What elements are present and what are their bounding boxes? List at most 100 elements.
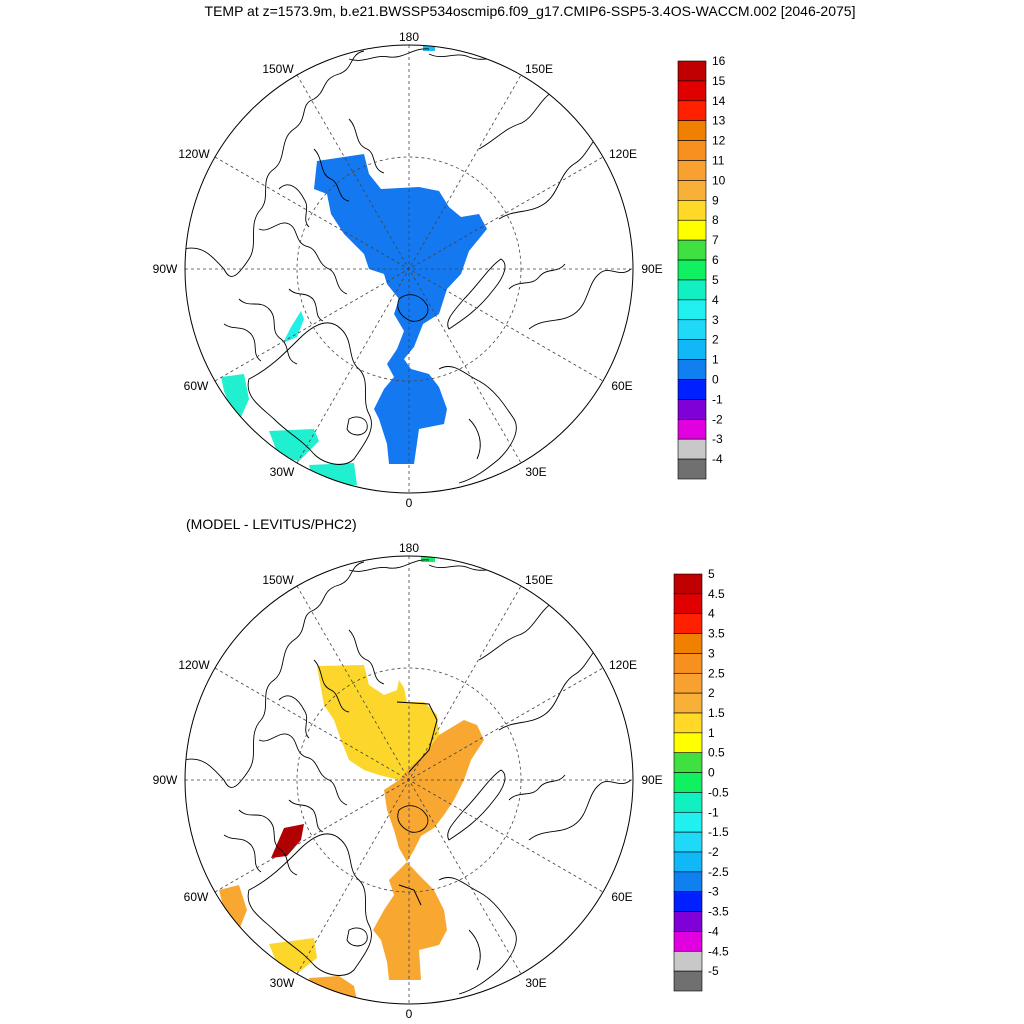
colorbar-swatch <box>677 379 707 400</box>
colorbar-swatch <box>677 458 707 480</box>
colorbar-swatch <box>677 200 707 221</box>
colorbar-level-label: 15 <box>712 74 726 88</box>
lon-label: 0 <box>406 1007 413 1021</box>
colorbar-bottom: 5 4.5 4 3.5 3 2.5 2 1.5 1 0.5 0 -0.5 -1 -1.5 -2 -2.5 -3 -… <box>673 567 729 992</box>
figure-title: TEMP at z=1573.9m, b.e21.BWSSP534oscmip6… <box>205 3 856 19</box>
colorbar-level-label: -0.5 <box>708 785 729 799</box>
colorbar-swatch <box>673 633 703 654</box>
colorbar-swatch <box>677 219 707 241</box>
colorbar-level-label: -1.5 <box>708 825 729 839</box>
lon-label: 60E <box>611 379 632 393</box>
colorbar-level-label: 3 <box>712 313 719 327</box>
colorbar-level-label: 12 <box>712 134 726 148</box>
region-baffin-bay <box>283 311 304 343</box>
colorbar-swatch <box>673 811 703 833</box>
colorbar-level-label: -5 <box>708 964 719 978</box>
colorbar-swatch <box>673 792 703 813</box>
colorbar-swatch <box>677 259 707 281</box>
colorbar-level-label: 1 <box>712 353 719 367</box>
colorbar-level-label: 4 <box>708 607 715 621</box>
colorbar-swatch <box>677 140 707 161</box>
lon-label: 120E <box>609 147 637 161</box>
lon-label: 150E <box>525 62 553 76</box>
region-baffin-bay <box>271 824 304 858</box>
colorbar-level-label: -1 <box>712 392 723 406</box>
lon-label: 120W <box>178 147 210 161</box>
colorbar-swatch <box>677 418 707 440</box>
colorbar-swatch <box>673 712 703 734</box>
map-top: 180 150E 120E 90E 60E 30E 0 30W 60W 90W … <box>153 30 663 510</box>
colorbar-level-label: -3.5 <box>708 905 729 919</box>
lon-label: 90E <box>641 262 662 276</box>
colorbar-swatch <box>677 160 707 181</box>
lon-label: 90W <box>153 262 178 276</box>
region-labrador-sea <box>221 374 249 417</box>
lon-label: 30W <box>270 976 295 990</box>
lon-label: 60W <box>184 379 209 393</box>
colorbar-level-label: -2 <box>712 412 723 426</box>
colorbar-swatch <box>673 672 703 694</box>
colorbar-swatch <box>677 339 707 360</box>
colorbar-level-label: -4.5 <box>708 944 729 958</box>
colorbar-level-label: 16 <box>712 54 726 68</box>
colorbar-swatch <box>673 772 703 793</box>
colorbar-swatch <box>677 399 707 420</box>
lon-label: 90W <box>153 773 178 787</box>
colorbar-level-label: 3.5 <box>708 627 725 641</box>
colorbar-swatch <box>677 438 707 460</box>
colorbar-level-label: 2 <box>712 333 719 347</box>
map-bottom: 180 150E 120E 90E 60E 30E 0 30W 60W 90W … <box>153 541 663 1021</box>
lon-label: 120E <box>609 658 637 672</box>
colorbar-level-label: -1 <box>708 805 719 819</box>
lon-label: 150E <box>525 573 553 587</box>
colorbar-swatch <box>677 319 707 340</box>
colorbar-level-label: 1 <box>708 726 715 740</box>
colorbar-level-label: 0 <box>708 766 715 780</box>
lon-label: 60W <box>184 890 209 904</box>
colorbar-level-label: -4 <box>708 924 719 938</box>
lon-label: 150W <box>262 62 294 76</box>
colorbar-swatch <box>673 752 703 773</box>
colorbar-level-label: -2.5 <box>708 865 729 879</box>
colorbar-swatch <box>673 970 703 992</box>
lon-label: 30E <box>525 976 546 990</box>
colorbar-level-label: 8 <box>712 213 719 227</box>
colorbar-swatch <box>673 950 703 972</box>
colorbar-swatch <box>677 60 707 82</box>
colorbar-level-label: 2 <box>708 686 715 700</box>
lon-labels-bottom: 180 150E 120E 90E 60E 30E 0 30W 60W 90W … <box>153 541 663 1021</box>
colorbar-level-label: 5 <box>708 567 715 581</box>
colorbar-swatch <box>677 120 707 141</box>
colorbar-swatch <box>677 180 707 201</box>
colorbar-level-label: 3 <box>708 646 715 660</box>
colorbar-level-label: 13 <box>712 114 726 128</box>
colorbar-swatch <box>673 931 703 952</box>
lon-label: 60E <box>611 890 632 904</box>
region-bering-strait <box>421 556 435 562</box>
colorbar-swatch <box>677 239 707 261</box>
figure-subtitle: (MODEL - LEVITUS/PHC2) <box>186 516 357 532</box>
colorbar-swatch <box>673 573 703 595</box>
colorbar-level-label: 5 <box>712 273 719 287</box>
colorbar-level-label: 9 <box>712 193 719 207</box>
colorbar-level-label: 7 <box>712 233 719 247</box>
region-fram-strait <box>373 862 447 980</box>
colorbar-level-label: 4 <box>712 293 719 307</box>
colorbar-level-label: 2.5 <box>708 666 725 680</box>
lon-label: 180 <box>399 541 419 555</box>
colorbar-swatch <box>673 613 703 634</box>
lon-labels-top: 180 150E 120E 90E 60E 30E 0 30W 60W 90W … <box>153 30 663 510</box>
colorbar-swatch <box>673 851 703 873</box>
lon-label: 30E <box>525 465 546 479</box>
colorbar-level-label: 0 <box>712 372 719 386</box>
colorbar-swatch <box>673 831 703 853</box>
colorbar-swatch <box>673 911 703 932</box>
colorbar-level-label: 14 <box>712 94 726 108</box>
colorbar-swatch <box>673 692 703 714</box>
colorbar-swatch <box>677 299 707 321</box>
region-north-atlantic <box>309 463 357 487</box>
colorbar-level-label: 11 <box>712 154 725 168</box>
colorbar-level-label: -2 <box>708 845 719 859</box>
colorbar-swatch <box>673 891 703 912</box>
